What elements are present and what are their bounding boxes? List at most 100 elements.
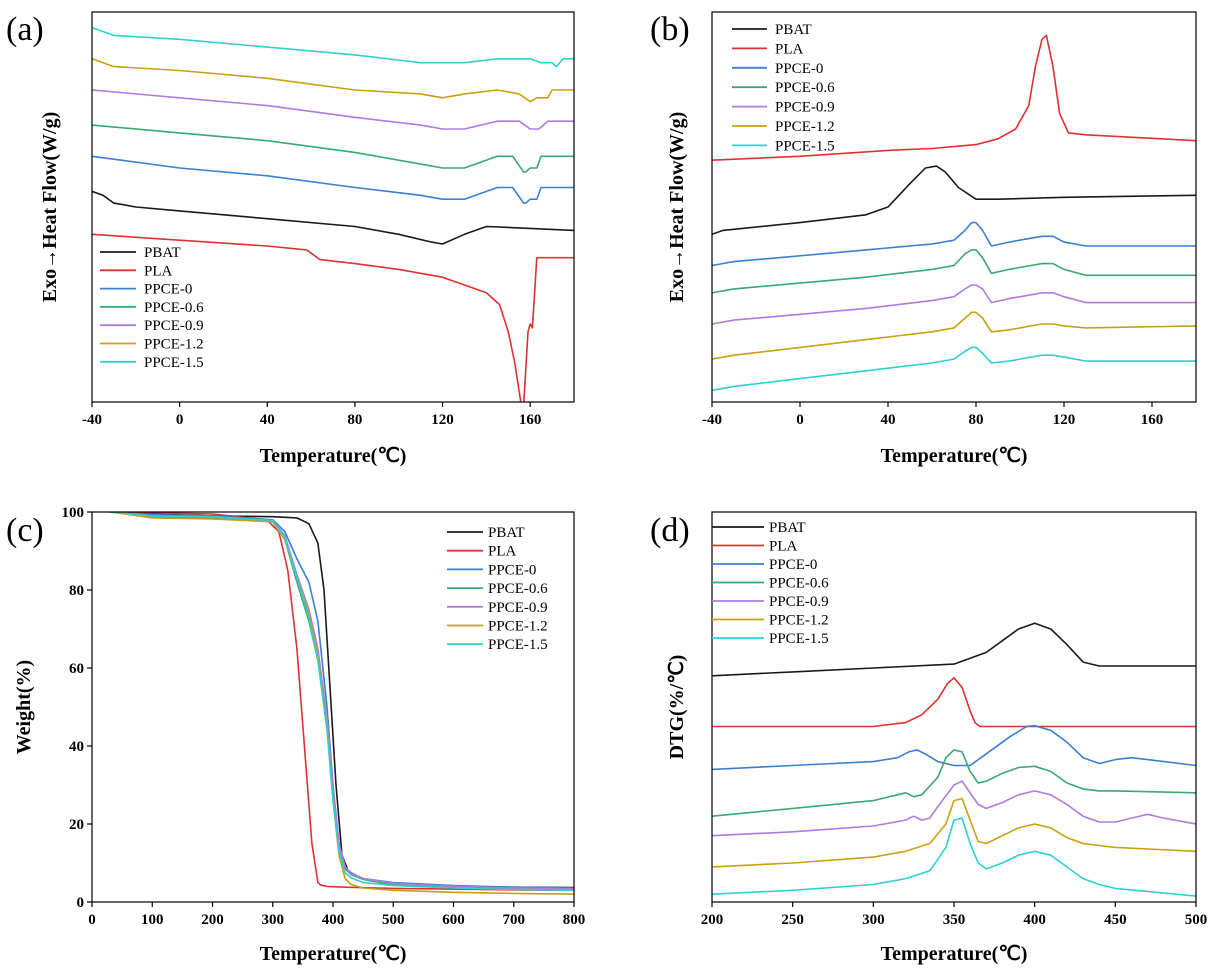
legend: PBAT PLA PPCE-0 PPCE-0.6 PPCE-0.9 PPCE-1.2 PPC…: [732, 22, 835, 154]
x-tick-label: 0: [88, 912, 96, 928]
x-tick-label: 80: [969, 412, 984, 428]
x-tick-label: 200: [201, 912, 224, 928]
y-tick-label: 80: [69, 583, 84, 599]
x-tick-label: 40: [881, 412, 896, 428]
series-group: [109, 512, 574, 896]
x-tick-label: 160: [1141, 412, 1164, 428]
series-line-ppce-15: [712, 346, 1196, 392]
y-tick-label: 60: [69, 661, 84, 677]
series-line-ppce-09: [712, 284, 1196, 325]
legend-entry: PPCE-0.6: [775, 80, 835, 96]
legend-entry: PBAT: [769, 520, 806, 536]
series-line-ppce-06: [92, 124, 574, 173]
series-line-pla: [92, 233, 574, 402]
y-tick-label: 20: [69, 817, 84, 833]
legend-entry: PPCE-0.6: [488, 581, 548, 597]
panel-label: (b): [650, 11, 690, 48]
legend: PBAT PLA PPCE-0 PPCE-0.6 PPCE-0.9 PPCE-1.2 PPC…: [100, 245, 204, 371]
x-tick-label: 500: [382, 912, 405, 928]
x-tick-label: 200: [701, 912, 724, 928]
x-tick-label: 300: [862, 912, 885, 928]
x-tick-label: 120: [431, 412, 454, 428]
legend-entry: PPCE-1.2: [775, 119, 835, 135]
series-line-ppce-06: [712, 249, 1196, 294]
y-tick-label: 40: [69, 739, 84, 755]
series-line-ppce-12: [92, 57, 574, 103]
panel-d: 200 250 300 350 400 450 500 Temperature(℃) DTG(%…: [650, 511, 1208, 965]
plot-frame: [91, 11, 575, 403]
series-line-pbat: [712, 165, 1196, 236]
panel-a: -40 0 40 80 120 160 Temperature(℃) Exo→Heat Flo…: [6, 11, 575, 467]
x-tick-label: 0: [796, 412, 804, 428]
legend-entry: PPCE-0: [488, 562, 536, 578]
x-tick-label: 700: [503, 912, 526, 928]
legend-entry: PPCE-0.6: [769, 576, 829, 592]
x-tick-label: -40: [702, 412, 722, 428]
legend-entry: PLA: [775, 41, 804, 57]
y-axis-title: Exo→Heat Flow(W/g): [39, 112, 61, 303]
x-tick-label: 100: [141, 912, 164, 928]
series-group: [712, 622, 1196, 897]
series-line-pbat: [712, 622, 1196, 677]
legend-entry: PPCE-1.5: [775, 138, 835, 154]
legend-entry: PLA: [488, 544, 517, 560]
x-tick-label: 500: [1185, 912, 1208, 928]
x-tick-label: -40: [82, 412, 102, 428]
legend: PBAT PLA PPCE-0 PPCE-0.6 PPCE-0.9 PPCE-1.2 PPC…: [712, 520, 829, 647]
series-line-ppce-09: [92, 89, 574, 130]
series-line-ppce-12: [712, 311, 1196, 360]
panel-b: -40 0 40 80 120 160 Temperature(℃) Exo→Heat Flo…: [650, 11, 1197, 467]
x-axis-title: Temperature(℃): [881, 445, 1028, 467]
legend-entry: PPCE-1.2: [144, 337, 204, 353]
legend-entry: PPCE-1.5: [769, 631, 829, 647]
legend-entry: PPCE-0.6: [144, 300, 204, 316]
legend-entry: PPCE-0.9: [775, 100, 835, 116]
x-tick-label: 160: [519, 412, 542, 428]
legend-entry: PLA: [769, 539, 798, 555]
legend-entry: PPCE-0: [769, 557, 817, 573]
panel-label: (a): [6, 11, 44, 48]
legend-entry: PBAT: [144, 245, 181, 261]
legend-entry: PPCE-1.5: [144, 355, 204, 371]
legend-entry: PBAT: [488, 525, 525, 541]
x-tick-label: 40: [260, 412, 275, 428]
series-line-ppce-15: [712, 817, 1196, 897]
plot-frame: [711, 11, 1197, 403]
series-line-pla: [712, 676, 1196, 728]
legend-entry: PPCE-1.5: [488, 637, 548, 653]
x-axis-title: Temperature(℃): [881, 943, 1028, 965]
panel-c: 0 100 200 300 400 500 600 700 800 0 20 40 60 80 100 Tem…: [6, 505, 585, 965]
x-tick-label: 800: [563, 912, 586, 928]
x-tick-label: 400: [1023, 912, 1046, 928]
series-group: [712, 34, 1196, 392]
series-line-ppce-0: [92, 155, 574, 204]
legend-entry: PPCE-0.9: [144, 318, 204, 334]
series-line-pbat: [92, 190, 574, 245]
legend-entry: PPCE-0.9: [769, 594, 829, 610]
x-tick-label: 350: [943, 912, 966, 928]
series-line-ppce-06: [712, 749, 1196, 818]
legend-entry: PLA: [144, 263, 173, 279]
legend-entry: PBAT: [775, 22, 812, 38]
series-group: [92, 26, 574, 402]
y-axis-title: Weight(%): [13, 660, 35, 754]
series-line-ppce-15: [92, 26, 574, 68]
x-axis-title: Temperature(℃): [260, 445, 407, 467]
y-tick-label: 100: [62, 505, 85, 521]
x-tick-label: 300: [262, 912, 285, 928]
series-line-ppce-15: [109, 512, 574, 892]
x-tick-label: 120: [1053, 412, 1076, 428]
legend-entry: PPCE-1.2: [488, 619, 548, 635]
y-axis-title: Exo→Heat Flow(W/g): [666, 112, 688, 303]
legend: PBAT PLA PPCE-0 PPCE-0.6 PPCE-0.9 PPCE-1.2 PPC…: [447, 525, 548, 653]
legend-entry: PPCE-0: [775, 61, 823, 77]
series-line-ppce-12: [712, 797, 1196, 868]
series-line-ppce-0: [712, 221, 1196, 267]
legend-entry: PPCE-0.9: [488, 600, 548, 616]
panel-label: (d): [650, 512, 690, 549]
y-axis-title: DTG(%/℃): [666, 655, 688, 760]
series-line-ppce-09: [712, 780, 1196, 837]
x-tick-label: 80: [347, 412, 362, 428]
legend-entry: PPCE-1.2: [769, 613, 829, 629]
